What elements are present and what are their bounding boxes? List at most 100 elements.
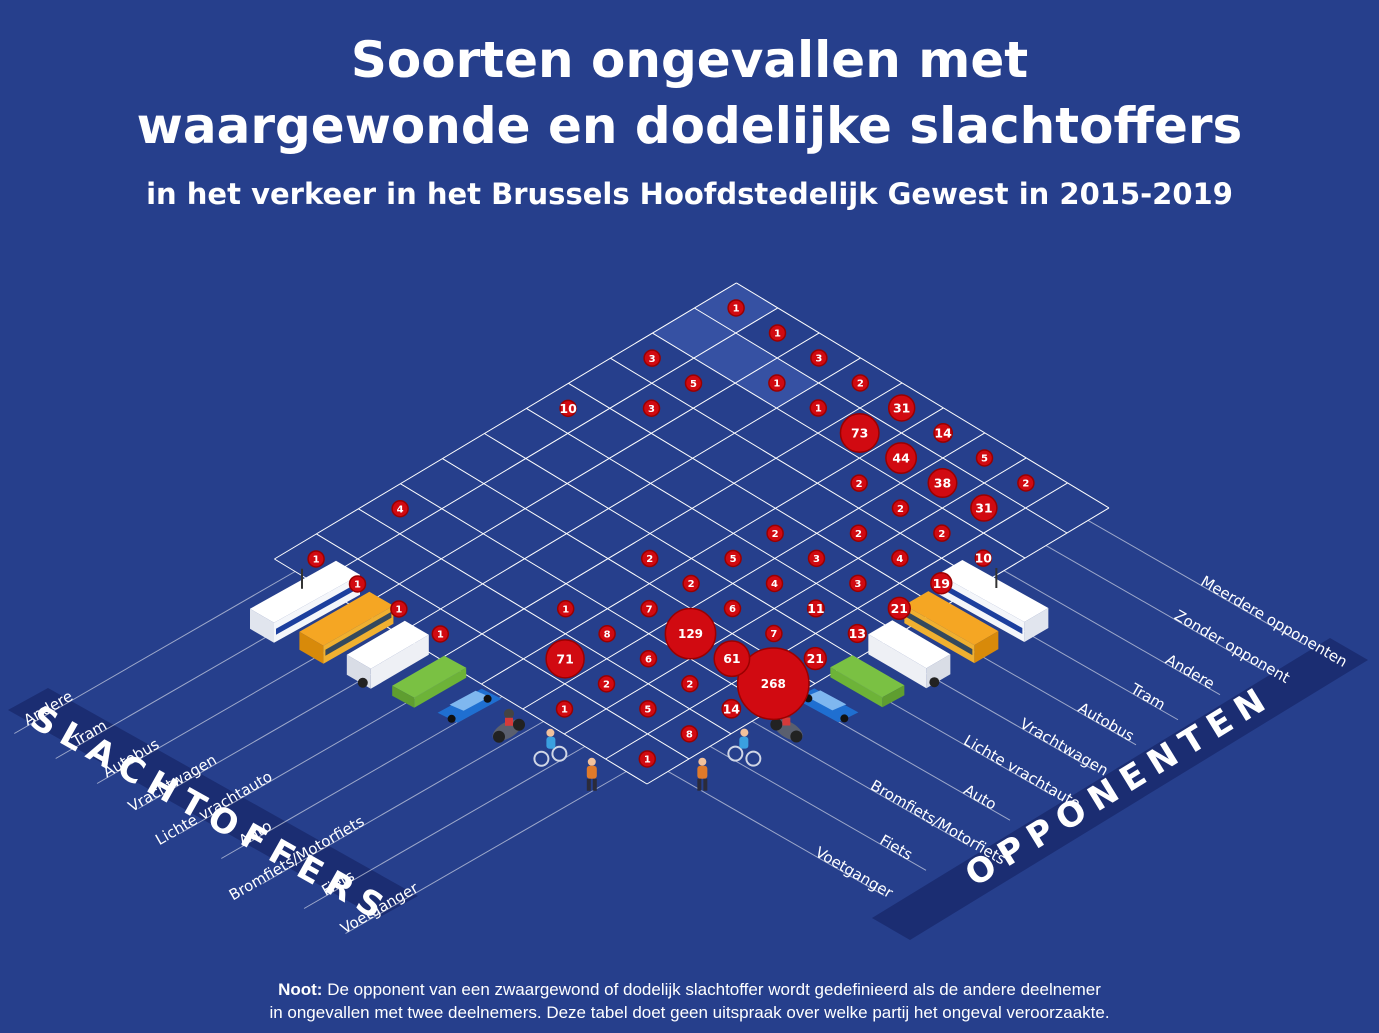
grid-line-opponent-7 xyxy=(568,382,942,609)
bubble-label-tram--meerdere-opponenten: 1 xyxy=(774,329,781,340)
bubble-fiets--bromfiets-motorfiets xyxy=(681,675,699,693)
bubble-label-auto--bromfiets-motorfiets: 8 xyxy=(604,629,611,640)
grid-line-victim-5 xyxy=(439,382,903,660)
bubble-label-auto--fiets: 71 xyxy=(556,651,573,666)
grid-line-victim-9 xyxy=(274,282,737,560)
bubble-label-lichte-vrachtauto--bromfiets-motorfiets: 1 xyxy=(562,604,569,615)
opponent-icon-bike xyxy=(727,728,762,767)
bubble-label-autobus--zonder-opponent: 1 xyxy=(773,379,780,390)
victim-icon-car xyxy=(437,688,502,723)
bubble-bromfiets-motorfiets--zonder-opponent xyxy=(927,468,958,499)
bubble-label-voetganger--voetganger: 1 xyxy=(644,755,651,766)
footnote-line1: Noot: De opponent van een zwaargewond of… xyxy=(0,978,1379,1001)
opponent-label-tram: Tram xyxy=(1127,679,1169,714)
bubble-label-fiets--autobus: 3 xyxy=(854,579,861,590)
victim-icon-bike xyxy=(533,728,568,767)
bubble-label-auto--auto: 7 xyxy=(646,604,653,615)
grid-line-opponent-4 xyxy=(442,458,816,685)
bubble-fiets--zonder-opponent xyxy=(970,494,998,522)
bubble-auto--fiets xyxy=(545,639,585,679)
bubble-lichte-vrachtauto--bromfiets-motorfiets xyxy=(556,600,575,618)
bubble-label-lichte-vrachtauto--meerdere-opponenten: 31 xyxy=(893,400,910,415)
bubble-label-fiets--auto: 61 xyxy=(723,651,740,666)
opponents-banner-shape xyxy=(872,638,1368,940)
bubble-tram--andere xyxy=(684,374,703,392)
opponent-icon-car xyxy=(794,688,859,723)
bubble-bromfiets-motorfiets--meerdere-opponenten xyxy=(975,449,994,467)
bubble-label-voetganger--lichte-vrachtauto: 21 xyxy=(807,651,824,666)
bubble-autobus--voetganger xyxy=(390,600,408,618)
bubble-label-andere--meerdere-opponenten: 1 xyxy=(733,304,740,315)
bubble-label-bromfiets-motorfiets--autobus: 3 xyxy=(813,554,820,565)
bubble-voetganger--voetganger xyxy=(638,750,657,768)
bubble-vrachtwagen--meerdere-opponenten xyxy=(851,374,870,392)
bubble-label-auto--meerdere-opponenten: 14 xyxy=(934,425,952,440)
opponent-leader-fiets xyxy=(709,745,927,871)
bubble-label-lichte-vrachtauto--lichte-vrachtauto: 2 xyxy=(646,554,653,565)
bubble-label-auto--zonder-opponent: 44 xyxy=(892,451,910,466)
bubble-label-bromfiets-motorfiets--meerdere-opponenten: 5 xyxy=(981,454,988,465)
bubble-fiets--auto xyxy=(713,640,751,678)
bubble-label-autobus--meerdere-opponenten: 3 xyxy=(815,354,822,365)
opponent-icon-person xyxy=(697,757,708,791)
bubble-label-autobus--voetganger: 1 xyxy=(395,605,402,616)
bubble-label-lichte-vrachtauto--zonder-opponent: 73 xyxy=(851,426,868,441)
bubble-label-bromfiets-motorfiets--lichte-vrachtauto: 6 xyxy=(729,604,736,615)
opponent-icon-truck xyxy=(868,620,951,689)
bubble-label-auto--andere: 2 xyxy=(856,479,863,490)
bubble-bromfiets-motorfiets--auto xyxy=(664,607,717,660)
bubble-tram--voetganger xyxy=(348,575,367,593)
bubble-label-voetganger--auto: 268 xyxy=(761,677,786,691)
bubble-auto--lichte-vrachtauto xyxy=(682,574,700,593)
bubble-voetganger--andere xyxy=(974,549,993,567)
bubble-label-voetganger--vrachtwagen: 13 xyxy=(849,626,866,641)
footnote-text1: De opponent van een zwaargewond of dodel… xyxy=(327,980,1101,999)
bubble-label-fiets--vrachtwagen: 11 xyxy=(807,601,824,616)
chart-title-line2: waargewonde en dodelijke slachtoffers xyxy=(136,97,1243,155)
bubble-label-voetganger--fiets: 8 xyxy=(686,729,693,740)
grid-line-victim-6 xyxy=(398,357,861,635)
bubble-fiets--tram xyxy=(891,549,909,567)
bubble-voetganger--fiets xyxy=(680,725,699,743)
bubble-auto--vrachtwagen xyxy=(724,549,742,568)
bubble-label-bromfiets-motorfiets--andere: 2 xyxy=(897,504,904,515)
bubble-label-fiets--fiets: 5 xyxy=(644,704,651,715)
bubble-label-bromfiets-motorfiets--vrachtwagen: 4 xyxy=(771,579,778,590)
bubble-label-bromfiets-motorfiets--voetganger: 1 xyxy=(561,705,568,716)
bubble-autobus--zonder-opponent xyxy=(768,374,786,392)
bubble-auto--bromfiets-motorfiets xyxy=(598,625,616,643)
victim-icon-tram xyxy=(250,560,360,643)
bubble-label-bromfiets-motorfiets--auto: 129 xyxy=(678,627,703,641)
opponent-leader-voetganger xyxy=(667,771,885,896)
bubble-tram--meerdere-opponenten xyxy=(768,324,787,342)
grid-line-opponent-9 xyxy=(652,332,1026,559)
bubble-bromfiets-motorfiets--voetganger xyxy=(555,700,574,718)
bubble-label-andere--bromfiets-motorfiets: 4 xyxy=(397,504,404,515)
opponent-icon-van xyxy=(830,655,905,708)
bubble-andere--andere xyxy=(643,349,661,367)
bubble-bromfiets-motorfiets--vrachtwagen xyxy=(765,574,784,593)
bubble-bromfiets-motorfiets--tram xyxy=(849,524,868,542)
victim-leader-voetganger xyxy=(345,771,627,934)
bubble-lichte-vrachtauto--zonder-opponent xyxy=(839,413,880,454)
victim-icon-bus xyxy=(299,591,394,664)
bubble-label-fiets--tram: 4 xyxy=(896,554,903,565)
bubble-voetganger--auto xyxy=(736,647,810,721)
bubble-vrachtwagen--zonder-opponent xyxy=(809,399,828,417)
bubble-label-bromfiets-motorfiets--zonder-opponent: 38 xyxy=(934,476,951,491)
bubble-bromfiets-motorfiets--lichte-vrachtauto xyxy=(723,599,742,618)
opponent-label-fiets: Fiets xyxy=(877,831,916,864)
grid-line-victim-1 xyxy=(605,482,1068,760)
bubble-label-voetganger--tram: 19 xyxy=(933,576,950,591)
bubble-auto--andere xyxy=(850,474,868,492)
bubble-label-fiets--lichte-vrachtauto: 7 xyxy=(770,629,777,640)
bubble-label-tram--voetganger: 1 xyxy=(354,580,361,591)
opponent-label-meerdere-opponenten: Meerdere opponenten xyxy=(1198,572,1351,671)
opponent-icon-bus xyxy=(904,591,999,664)
bubble-tram--tram xyxy=(642,399,661,417)
footnote-label: Noot: xyxy=(278,980,323,999)
bubble-label-tram--andere: 5 xyxy=(690,379,697,390)
bubble-label-auto--vrachtwagen: 5 xyxy=(730,554,737,565)
bubble-label-bromfiets-motorfiets--fiets: 2 xyxy=(603,679,610,690)
